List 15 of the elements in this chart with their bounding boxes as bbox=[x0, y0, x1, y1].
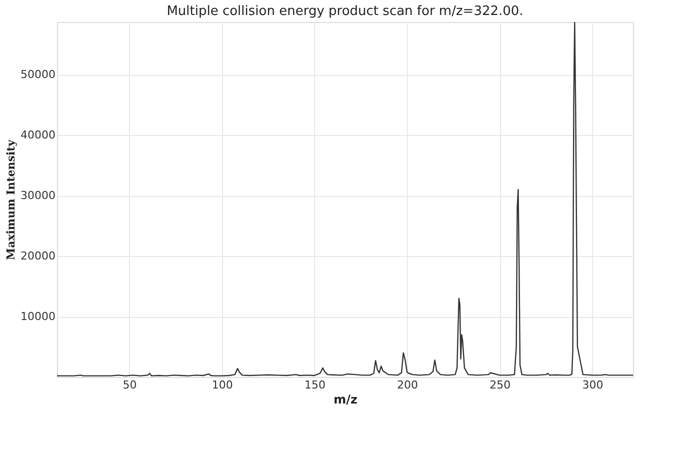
x-tick-label: 150 bbox=[304, 378, 326, 392]
chart-title: Multiple collision energy product scan for m/z=322.00. bbox=[166, 4, 524, 19]
y-tick-label: 40000 bbox=[20, 128, 56, 142]
y-tick-label: 30000 bbox=[20, 189, 56, 202]
x-tick-label: 250 bbox=[490, 378, 511, 392]
y-axis-title: Maximum Intensity bbox=[4, 139, 18, 260]
y-tick-label: 10000 bbox=[20, 310, 56, 324]
y-tick-label: 50000 bbox=[20, 68, 56, 82]
x-tick-label: 200 bbox=[397, 378, 418, 392]
line-series bbox=[57, 22, 633, 376]
x-tick-label: 50 bbox=[122, 378, 137, 392]
y-tick-label: 20000 bbox=[20, 250, 56, 263]
x-tick-label: 300 bbox=[582, 378, 604, 392]
x-axis-title: m/z bbox=[334, 392, 358, 406]
x-tick-label: 100 bbox=[212, 378, 233, 392]
